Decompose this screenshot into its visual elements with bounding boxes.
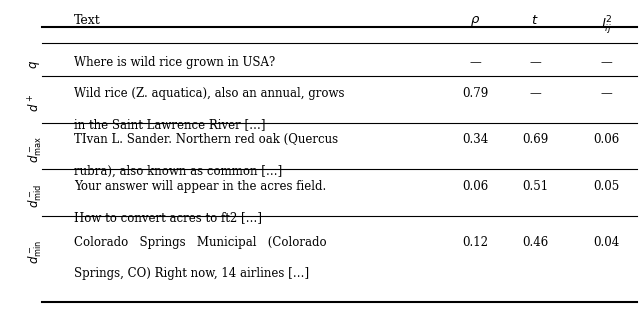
Text: 0.69: 0.69 [522, 133, 548, 146]
Text: —: — [529, 87, 541, 100]
Text: 0.51: 0.51 [522, 180, 548, 193]
Text: Wild rice (Z. aquatica), also an annual, grows: Wild rice (Z. aquatica), also an annual,… [74, 87, 344, 100]
Text: 0.12: 0.12 [462, 236, 488, 249]
Text: 0.05: 0.05 [593, 180, 620, 193]
Text: 0.46: 0.46 [522, 236, 548, 249]
Text: —: — [601, 56, 612, 69]
Text: Where is wild rice grown in USA?: Where is wild rice grown in USA? [74, 56, 275, 69]
Text: TIvan L. Sander. Northern red oak (Quercus: TIvan L. Sander. Northern red oak (Querc… [74, 133, 338, 146]
Text: $d^-_{\mathrm{min}}$: $d^-_{\mathrm{min}}$ [26, 240, 44, 264]
Text: How to convert acres to ft2 […]: How to convert acres to ft2 […] [74, 211, 262, 224]
Text: —: — [601, 87, 612, 100]
Text: Text: Text [74, 14, 100, 27]
Text: Colorado   Springs   Municipal   (Colorado: Colorado Springs Municipal (Colorado [74, 236, 326, 249]
Text: rubra), also known as common […]: rubra), also known as common […] [74, 165, 282, 178]
Text: $d^+$: $d^+$ [28, 94, 43, 112]
Text: Your answer will appear in the acres field.: Your answer will appear in the acres fie… [74, 180, 326, 193]
Text: $d^-_{\mathrm{max}}$: $d^-_{\mathrm{max}}$ [26, 136, 44, 163]
Text: —: — [529, 56, 541, 69]
Text: $\rho$: $\rho$ [470, 14, 480, 29]
Text: 0.34: 0.34 [461, 133, 488, 146]
Text: 0.06: 0.06 [593, 133, 620, 146]
Text: —: — [469, 56, 481, 69]
Text: in the Saint Lawrence River […]: in the Saint Lawrence River […] [74, 118, 265, 131]
Text: $l_{ij}^{2}$: $l_{ij}^{2}$ [601, 14, 612, 37]
Text: 0.06: 0.06 [461, 180, 488, 193]
Text: Springs, CO) Right now, 14 airlines […]: Springs, CO) Right now, 14 airlines […] [74, 267, 308, 280]
Text: 0.79: 0.79 [461, 87, 488, 100]
Text: $t$: $t$ [531, 14, 539, 27]
Text: 0.04: 0.04 [593, 236, 620, 249]
Text: $d^-_{\mathrm{mid}}$: $d^-_{\mathrm{mid}}$ [26, 184, 44, 208]
Text: $q$: $q$ [28, 60, 42, 69]
